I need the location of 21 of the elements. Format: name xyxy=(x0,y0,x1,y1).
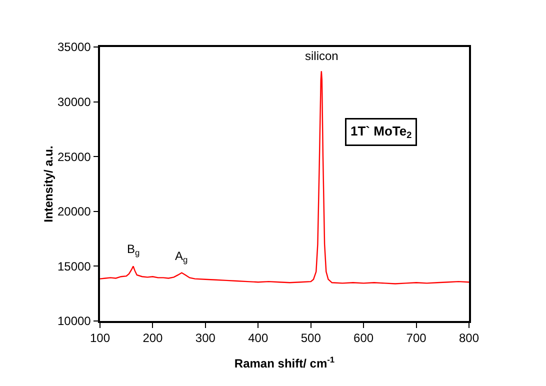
annotation: B$_{g}$ xyxy=(127,242,140,258)
x-tick-label: 200 xyxy=(142,331,164,346)
x-tick-label: 600 xyxy=(354,331,374,346)
y-tick-label: 35000 xyxy=(57,40,92,54)
annotation: 1T` MoTe$_{2}$ xyxy=(350,124,412,140)
x-tick-label: 700 xyxy=(406,331,427,346)
y-tick-label: 10000 xyxy=(57,314,92,328)
x-tick-label: 100 xyxy=(90,331,110,346)
x-axis-title: Raman shift/ cm$^{-1}$ xyxy=(234,354,335,370)
x-tick-label: 400 xyxy=(248,331,268,346)
y-axis-title: Intensity/ a.u. xyxy=(41,146,56,222)
x-tick-label: 300 xyxy=(195,331,216,346)
y-tick-label: 15000 xyxy=(57,259,92,274)
annotation: silicon xyxy=(305,49,338,63)
y-tick-label: 20000 xyxy=(57,204,92,219)
y-tick-label: 30000 xyxy=(57,95,92,109)
x-tick-label: 500 xyxy=(300,331,322,346)
annotation: A$_{g}$ xyxy=(175,249,188,265)
x-tick-label: 800 xyxy=(458,331,480,346)
line-series xyxy=(100,70,469,284)
y-tick-label: 25000 xyxy=(57,150,92,164)
